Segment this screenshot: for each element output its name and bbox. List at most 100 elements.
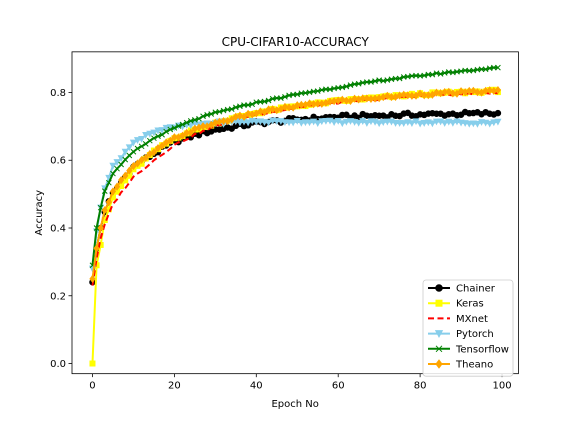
data-point [129,139,138,147]
legend-item: Chainer [428,284,496,295]
data-point [494,85,502,95]
data-point [396,75,403,82]
data-point [252,118,260,126]
data-point [347,82,354,88]
x-tick-label: 40 [250,381,263,392]
legend-item: Pytorch [428,329,494,340]
data-point [490,64,497,71]
data-point [142,153,149,162]
data-point [495,64,501,71]
data-point [314,99,321,108]
data-point [298,100,305,109]
data-point [269,105,276,114]
legend-label: Pytorch [456,329,494,340]
data-point [216,108,223,115]
data-point [473,120,482,128]
data-point [364,79,370,85]
data-point [490,119,498,127]
data-point [93,244,100,253]
data-point [281,119,289,127]
data-point [435,299,443,307]
plot-area [71,51,519,375]
data-point [208,111,215,117]
series-line [91,66,498,266]
data-point [187,118,194,124]
x-tick-label: 0 [89,381,95,392]
data-point [327,86,333,93]
series-chainer [89,108,502,286]
data-point [482,66,489,73]
data-point [301,119,310,127]
data-point [322,117,330,125]
data-point [429,90,436,99]
data-point [134,159,141,168]
data-point [142,132,150,139]
data-point [435,284,443,292]
data-point [89,274,96,283]
data-point [433,88,440,97]
x-axis: 0 20 40 60 80 100 [89,373,512,392]
data-point [89,360,96,367]
data-point [220,107,227,114]
data-point [453,89,461,98]
data-point [155,133,161,140]
y-tick-label: 0.6 [50,156,66,167]
data-point [253,109,260,118]
data-point [134,145,141,152]
data-point [330,119,338,126]
data-point [486,86,493,95]
data-point [240,112,248,121]
data-point [228,115,235,124]
y-tick-label: 0.2 [50,291,66,302]
data-point [122,171,129,180]
data-point [408,91,416,100]
data-point [97,223,104,233]
data-point [339,95,346,104]
data-point [130,162,137,171]
data-point [179,131,186,140]
data-point [273,118,281,125]
data-point [187,122,195,130]
data-point [494,118,502,126]
data-point [343,83,350,90]
data-point [435,345,443,353]
data-point [384,91,391,100]
data-point [150,148,158,157]
data-point [167,126,174,133]
legend-label: Keras [456,299,484,310]
data-point [421,91,428,100]
x-tick-label: 80 [414,381,427,392]
data-point [261,98,268,105]
data-point [343,111,350,119]
chart-title: CPU-CIFAR10-ACCURACY [222,35,370,49]
data-point [429,71,436,78]
data-point [125,144,133,152]
data-point [109,187,117,196]
data-point [228,106,235,112]
data-point [355,80,362,87]
y-axis: 0.0 0.2 0.4 0.6 0.8 [50,88,72,370]
data-point [290,103,297,112]
legend-item: Tensorflow [428,344,509,355]
data-point [355,119,363,127]
data-point [314,120,322,127]
data-point [379,119,387,126]
y-axis-label: Accuracy [34,190,45,236]
data-point [101,188,108,195]
data-point [421,72,428,79]
data-point [187,128,194,137]
x-axis-label: Epoch No [271,399,318,410]
data-point [277,105,284,114]
data-point [208,120,215,129]
legend-label: MXnet [456,314,488,325]
data-point [200,113,206,120]
data-point [146,130,154,138]
data-point [196,115,202,122]
data-point [146,137,153,144]
data-point [314,88,321,94]
data-point [138,135,146,143]
data-point [199,122,207,131]
data-point [449,119,457,127]
data-point [110,170,116,177]
data-point [305,119,314,127]
